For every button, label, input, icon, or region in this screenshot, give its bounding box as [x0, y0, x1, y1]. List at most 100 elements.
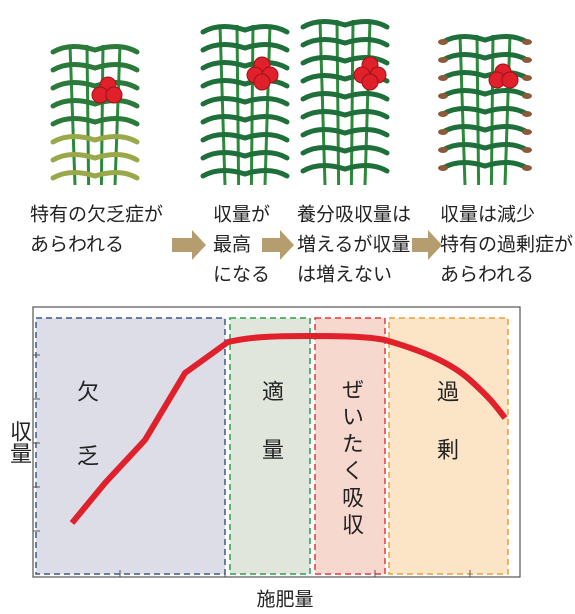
leaf	[242, 42, 290, 53]
zone-label: 適量	[258, 380, 284, 496]
x-axis-label: 施肥量	[256, 589, 313, 611]
zone-deficiency	[35, 317, 226, 575]
leaf	[300, 37, 348, 48]
leaf	[50, 170, 98, 181]
plant	[300, 19, 390, 186]
zone-optimal	[229, 317, 311, 575]
leaf	[200, 78, 248, 89]
plant	[50, 44, 140, 186]
leaf-tip	[522, 57, 532, 63]
arrow	[262, 230, 294, 260]
leaf	[300, 91, 348, 102]
leaf-tip	[438, 75, 448, 81]
leaf-tip	[438, 129, 448, 135]
leaf-tip	[522, 165, 532, 171]
ticks	[33, 354, 471, 577]
leaf	[200, 150, 248, 161]
caption-line: になる	[213, 264, 270, 286]
stem	[113, 44, 122, 186]
leaf-tip	[438, 147, 448, 153]
leaf	[50, 98, 98, 109]
leaf	[200, 24, 248, 35]
leaf	[92, 44, 140, 55]
leaf	[200, 96, 248, 107]
leaf-tip	[522, 93, 532, 99]
leaf	[242, 24, 290, 35]
leaf	[300, 19, 348, 30]
leaf	[482, 34, 530, 45]
leaf	[200, 114, 248, 125]
leaf	[50, 116, 98, 127]
leaf	[92, 62, 140, 73]
plants	[50, 19, 532, 186]
caption-line: あらわれる	[30, 234, 124, 256]
leaf	[300, 127, 348, 138]
leaf	[92, 80, 140, 91]
arrow	[172, 230, 206, 260]
stem	[263, 24, 272, 186]
leaf	[50, 80, 98, 91]
leaf	[242, 132, 290, 143]
stem	[363, 19, 372, 186]
leaf	[300, 55, 348, 66]
zone-luxury	[314, 317, 386, 575]
stem	[349, 19, 355, 186]
leaf	[342, 127, 390, 138]
caption-line: 最高	[213, 234, 251, 256]
leaf	[242, 168, 290, 179]
yield-curve	[69, 333, 508, 525]
leaf	[342, 37, 390, 48]
stem	[235, 24, 241, 186]
leaf	[50, 44, 98, 55]
zone-label: 過剰	[433, 380, 459, 496]
leaf	[300, 73, 348, 84]
leaf	[50, 62, 98, 73]
leaf-tip	[438, 57, 448, 63]
plant	[438, 34, 532, 186]
leaf-tip	[438, 39, 448, 45]
caption-line: 特有の過剰症が	[440, 234, 573, 256]
leaf	[200, 132, 248, 143]
caption-line: 養分吸収量は	[297, 204, 411, 226]
leaf-tip	[522, 39, 532, 45]
zone-label: 欠乏	[73, 380, 99, 508]
zone-label: ぜいたく吸収	[338, 378, 364, 540]
leaf	[92, 170, 140, 181]
leaf	[342, 91, 390, 102]
leaf	[200, 42, 248, 53]
caption-line: あらわれる	[440, 264, 534, 286]
tomato	[105, 86, 123, 104]
leaf-tip	[522, 111, 532, 117]
stem	[68, 44, 77, 186]
zone-excess	[388, 317, 509, 575]
stem	[318, 19, 327, 186]
arrow	[412, 230, 442, 260]
leaf-tip	[438, 111, 448, 117]
tomato	[501, 71, 519, 89]
leaf	[440, 34, 488, 45]
leaf	[50, 134, 98, 145]
leaf	[242, 96, 290, 107]
y-axis-label: 収量	[6, 420, 31, 464]
leaf	[300, 109, 348, 120]
tomato	[253, 73, 271, 91]
leaf	[342, 163, 390, 174]
caption-line: 収量が	[213, 204, 270, 226]
leaf	[342, 145, 390, 156]
caption-line: 増えるが収量	[297, 234, 410, 256]
arrows	[172, 230, 442, 260]
leaf	[92, 116, 140, 127]
leaf	[300, 145, 348, 156]
stem	[249, 24, 255, 186]
caption-line: 特有の欠乏症が	[30, 204, 163, 226]
leaf	[242, 150, 290, 161]
stem	[218, 24, 227, 186]
plant	[200, 24, 290, 186]
stem	[335, 19, 341, 186]
leaf	[200, 60, 248, 71]
leaf-tip	[522, 129, 532, 135]
caption-line: 収量は減少	[440, 204, 535, 226]
leaf-tip	[438, 165, 448, 171]
